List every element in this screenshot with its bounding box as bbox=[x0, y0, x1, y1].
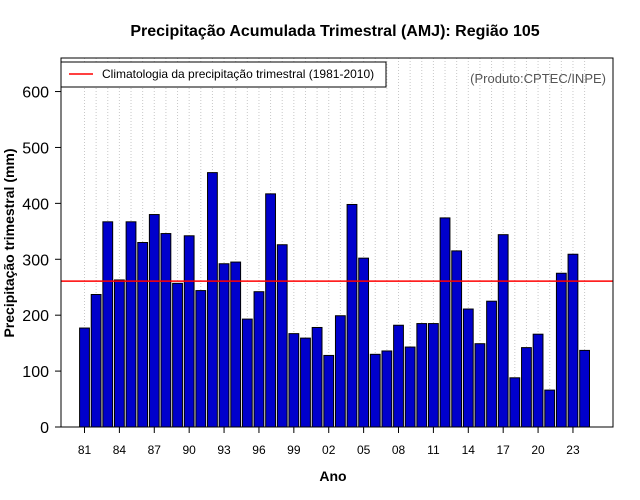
bar-2001 bbox=[311, 326, 323, 428]
x-tick-label: 87 bbox=[148, 443, 162, 457]
bar-2021 bbox=[544, 389, 556, 428]
bar-2000 bbox=[300, 337, 311, 428]
plot-frame bbox=[60, 57, 614, 428]
x-tick-label: 05 bbox=[357, 443, 371, 457]
x-tick-label: 93 bbox=[217, 443, 231, 457]
x-tick-label: 14 bbox=[462, 443, 476, 457]
x-axis: 81 84 87 90 93 96 99 02 05 08 11 14 17 20 23 bbox=[78, 427, 580, 457]
x-tick-label: 90 bbox=[182, 443, 196, 457]
x-tick-label: 23 bbox=[566, 443, 580, 457]
x-tick-label: 84 bbox=[113, 443, 127, 457]
bar-2020 bbox=[532, 333, 544, 428]
y-tick-label: 100 bbox=[22, 364, 49, 381]
bar-2003 bbox=[334, 315, 346, 428]
bar-2002 bbox=[323, 354, 335, 428]
bar-2014 bbox=[462, 308, 474, 428]
bar-2007 bbox=[381, 350, 393, 428]
bar-1999 bbox=[288, 333, 300, 428]
x-tick-label: 99 bbox=[287, 443, 301, 457]
bar-1998 bbox=[276, 244, 288, 428]
y-tick-label: 400 bbox=[22, 196, 49, 213]
bar-2004 bbox=[346, 203, 358, 428]
bar-1984 bbox=[113, 279, 125, 428]
bar-1981 bbox=[79, 327, 90, 428]
legend-label: Climatologia da precipitação trimestral … bbox=[102, 67, 374, 81]
x-tick-label: 17 bbox=[497, 443, 511, 457]
y-axis-title: Precipitação trimestral (mm) bbox=[1, 148, 17, 337]
bar-2010 bbox=[416, 323, 428, 428]
bar-1988 bbox=[160, 233, 172, 428]
bar-1995 bbox=[241, 318, 253, 428]
x-tick-label: 96 bbox=[252, 443, 266, 457]
y-tick-label: 0 bbox=[40, 420, 49, 437]
y-axis: 0 100 200 300 400 500 600 bbox=[22, 85, 61, 437]
product-credit: (Produto:CPTEC/INPE) bbox=[470, 71, 606, 86]
bar-2009 bbox=[404, 346, 416, 428]
bar-2006 bbox=[369, 353, 381, 428]
bar-2005 bbox=[358, 257, 370, 428]
bar-2017 bbox=[497, 234, 509, 428]
bar-1986 bbox=[137, 242, 149, 428]
bar-1987 bbox=[148, 214, 160, 428]
y-tick-label: 600 bbox=[22, 85, 49, 102]
legend: Climatologia da precipitação trimestral … bbox=[60, 61, 387, 88]
bar-2011 bbox=[428, 323, 439, 428]
bar-2019 bbox=[521, 347, 532, 428]
x-tick-label: 20 bbox=[531, 443, 545, 457]
bar-1982 bbox=[90, 293, 102, 428]
bar-2008 bbox=[393, 324, 404, 428]
bar-2015 bbox=[474, 343, 486, 428]
bar-1992 bbox=[207, 172, 218, 428]
bar-1991 bbox=[195, 290, 207, 428]
y-tick-label: 200 bbox=[22, 308, 49, 325]
bar-1985 bbox=[125, 221, 137, 428]
bar-2018 bbox=[509, 377, 521, 428]
bar-1983 bbox=[102, 221, 114, 428]
bar-2024 bbox=[579, 349, 590, 428]
bar-2023 bbox=[567, 253, 579, 428]
bar-1993 bbox=[218, 263, 230, 428]
bar-2016 bbox=[486, 300, 497, 428]
bar-2013 bbox=[451, 250, 463, 428]
bar-1990 bbox=[183, 235, 195, 428]
x-tick-label: 02 bbox=[322, 443, 336, 457]
bar-1996 bbox=[253, 291, 265, 428]
chart-title: Precipitação Acumulada Trimestral (AMJ):… bbox=[130, 23, 539, 40]
bar-1997 bbox=[265, 193, 276, 428]
y-tick-label: 300 bbox=[22, 252, 49, 269]
legend-box bbox=[60, 61, 387, 88]
bar-1989 bbox=[172, 282, 183, 428]
bar-1994 bbox=[230, 261, 242, 428]
x-tick-label: 11 bbox=[427, 443, 440, 457]
x-tick-label: 08 bbox=[392, 443, 406, 457]
bar-2012 bbox=[439, 217, 451, 428]
bar-2022 bbox=[555, 272, 567, 428]
x-tick-label: 81 bbox=[78, 443, 92, 457]
x-axis-title: Ano bbox=[319, 468, 346, 484]
bars bbox=[79, 172, 590, 428]
y-tick-label: 500 bbox=[22, 140, 49, 157]
